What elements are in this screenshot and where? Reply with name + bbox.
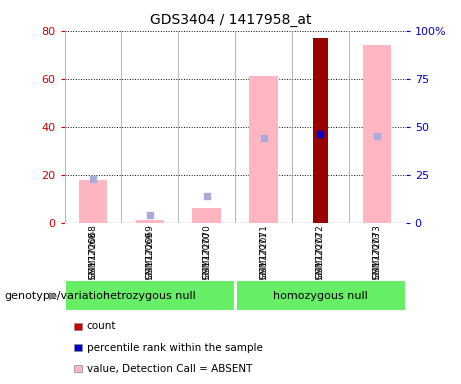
Text: GSM172073: GSM172073 — [373, 231, 382, 286]
Text: count: count — [87, 321, 116, 331]
Text: homozygous null: homozygous null — [273, 291, 368, 301]
Text: ▶: ▶ — [49, 291, 58, 301]
Text: GSM172071: GSM172071 — [259, 224, 268, 279]
Bar — [235, 280, 406, 311]
Text: GSM172069: GSM172069 — [145, 224, 154, 279]
Text: percentile rank within the sample: percentile rank within the sample — [87, 343, 263, 353]
Text: GSM172068: GSM172068 — [89, 231, 97, 286]
Text: GSM172072: GSM172072 — [316, 231, 325, 286]
Text: GSM172068: GSM172068 — [89, 224, 97, 279]
Text: GSM172072: GSM172072 — [316, 224, 325, 279]
Text: value, Detection Call = ABSENT: value, Detection Call = ABSENT — [87, 364, 252, 374]
Bar — [363, 45, 391, 223]
Bar — [79, 180, 107, 223]
Text: GDS3404 / 1417958_at: GDS3404 / 1417958_at — [150, 13, 311, 27]
Bar — [65, 280, 235, 311]
Text: genotype/variation: genotype/variation — [5, 291, 111, 301]
Text: GSM172069: GSM172069 — [145, 231, 154, 286]
Text: GSM172070: GSM172070 — [202, 231, 211, 286]
Text: GSM172071: GSM172071 — [259, 231, 268, 286]
Text: GSM172070: GSM172070 — [202, 224, 211, 279]
Bar — [313, 38, 327, 223]
Bar — [136, 220, 164, 223]
Text: GSM172073: GSM172073 — [373, 224, 382, 279]
Bar — [193, 208, 221, 223]
Bar — [249, 76, 278, 223]
Text: hetrozygous null: hetrozygous null — [103, 291, 196, 301]
